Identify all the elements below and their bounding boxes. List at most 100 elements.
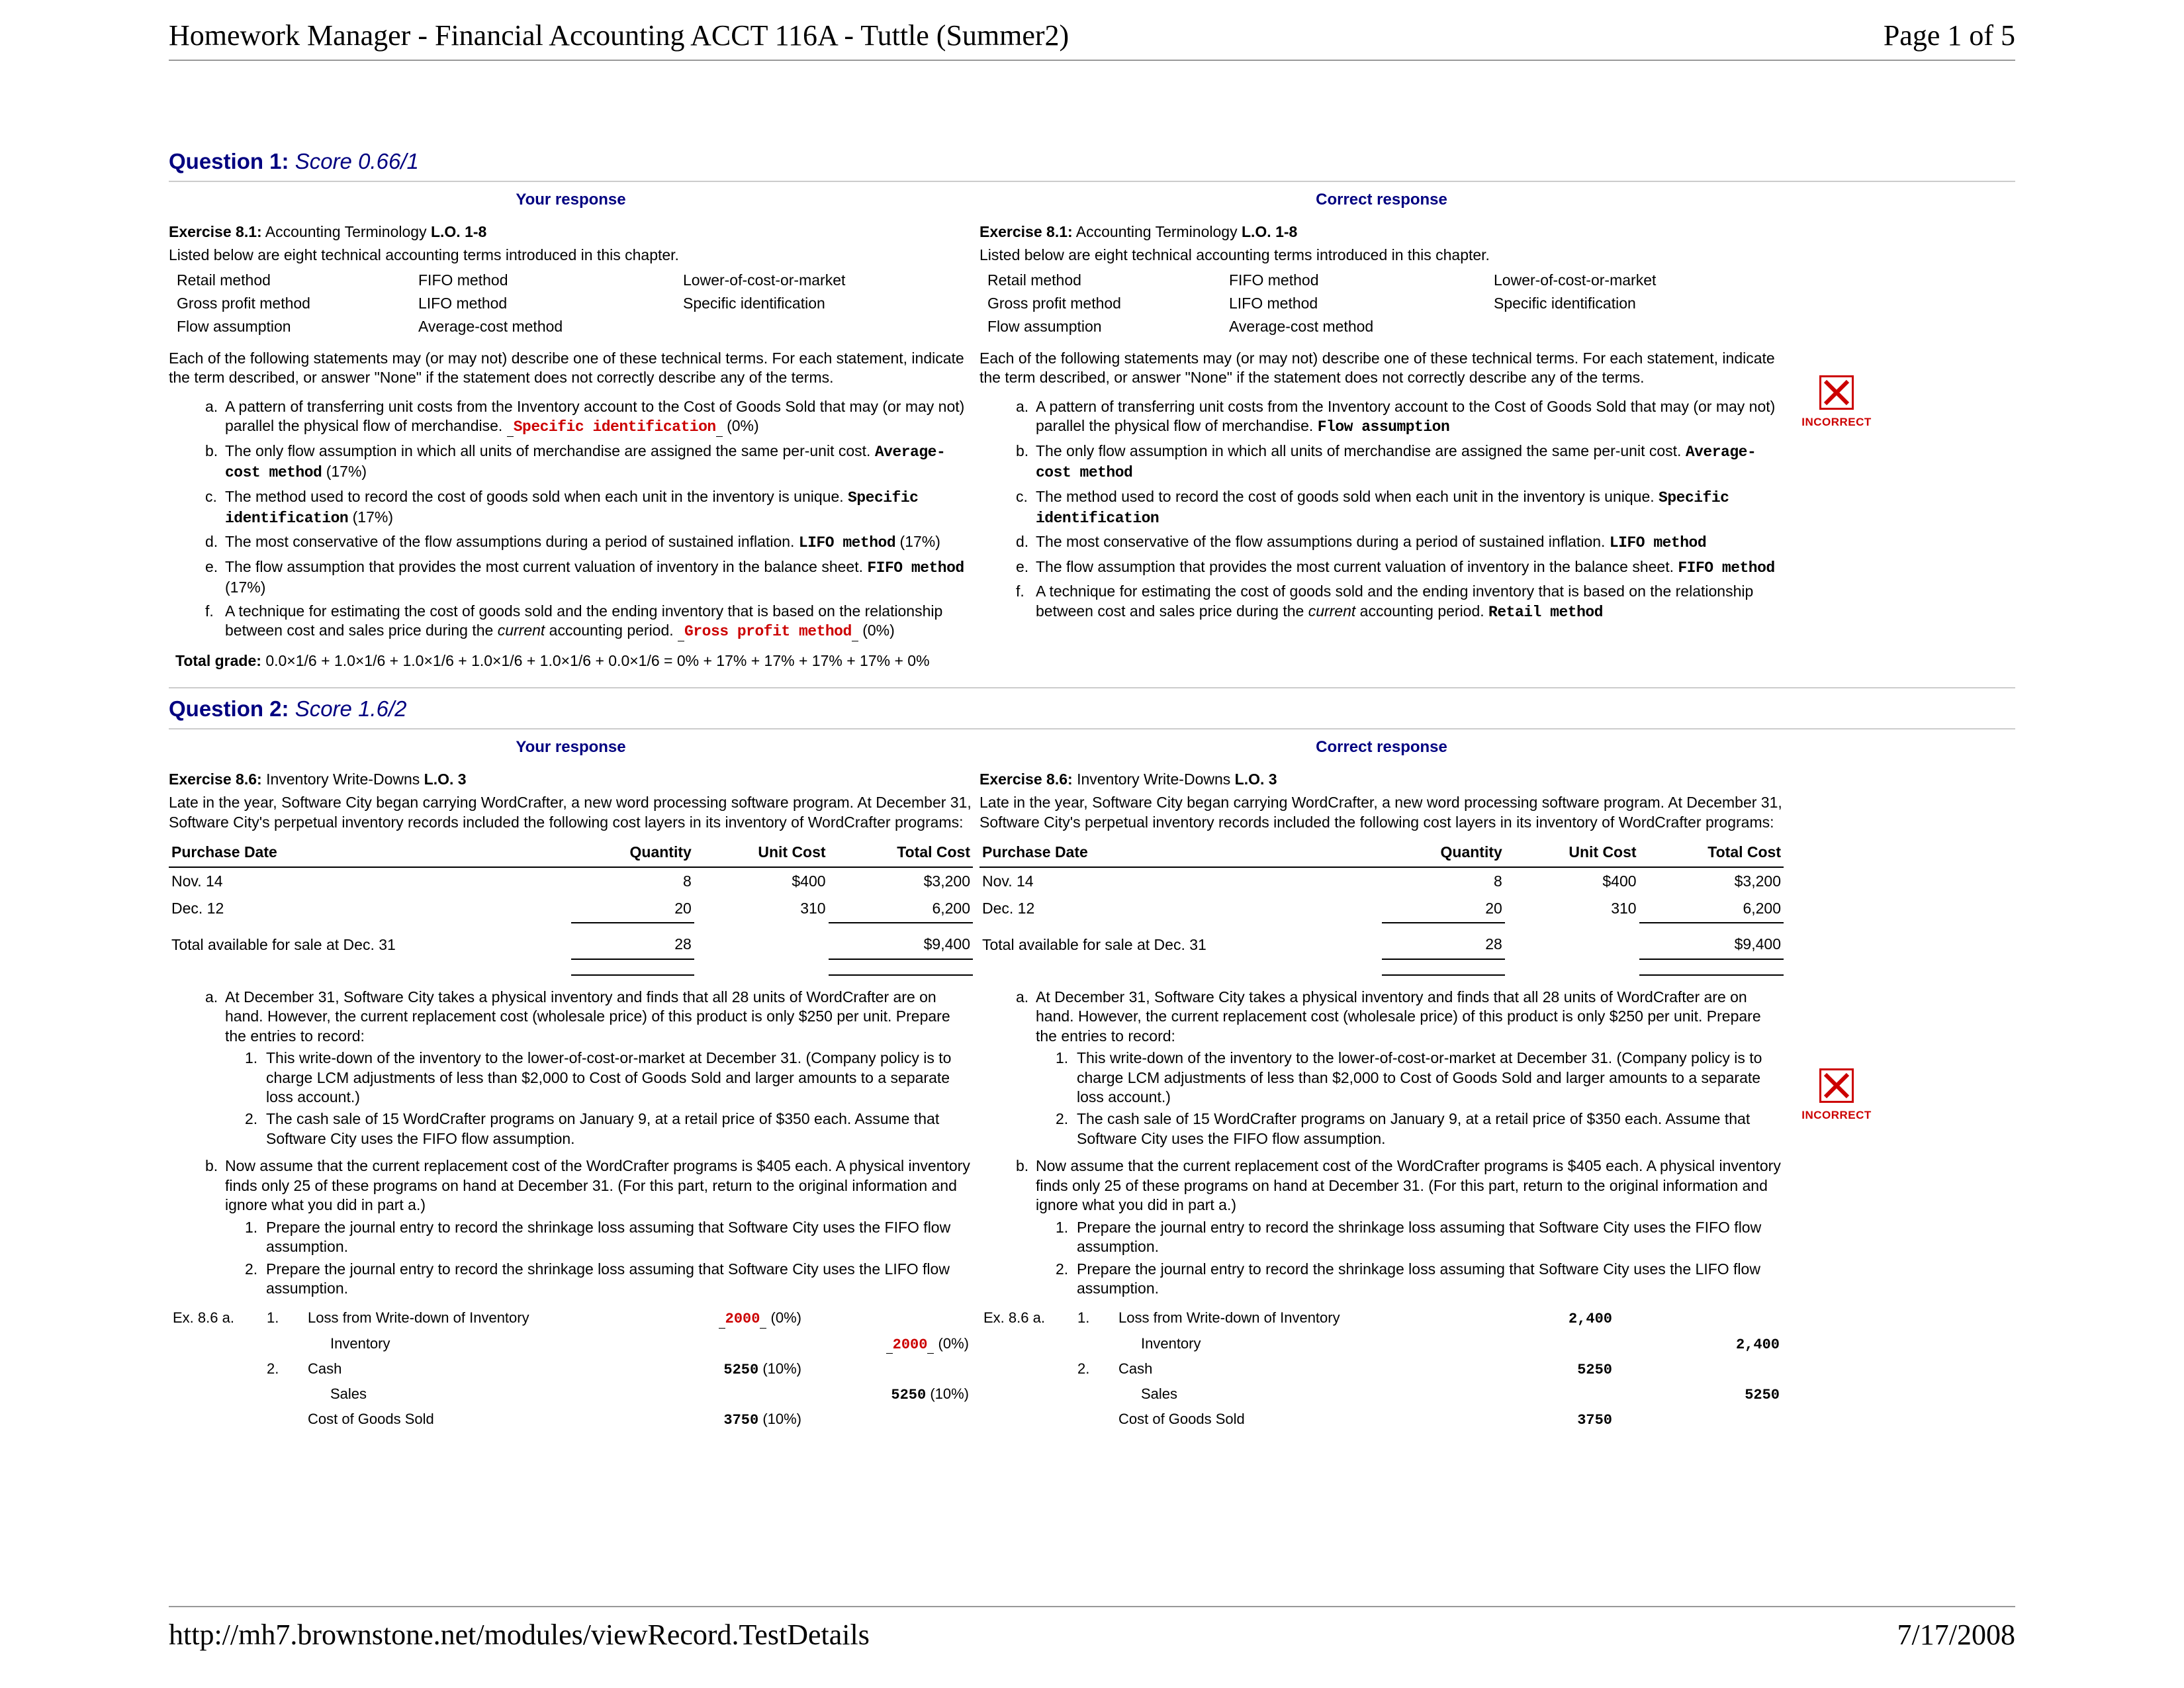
q1-total-grade: Total grade: 0.0×1/6 + 1.0×1/6 + 1.0×1/6… xyxy=(175,651,973,671)
stmt-text: The method used to record the cost of go… xyxy=(225,487,973,529)
page-footer: http://mh7.brownstone.net/modules/viewRe… xyxy=(169,1618,2015,1652)
je-line-num xyxy=(1073,1382,1115,1407)
footer-rule xyxy=(169,1606,2015,1607)
sub-part-item: 2.The cash sale of 15 WordCrafter progra… xyxy=(1056,1109,1784,1149)
q2-parts-your: a.At December 31, Software City takes a … xyxy=(205,988,973,1301)
sub-part-list: 1.This write-down of the inventory to th… xyxy=(245,1049,973,1149)
je-credit: 5250 xyxy=(1616,1382,1784,1407)
stmt-text: The method used to record the cost of go… xyxy=(1036,487,1784,529)
q2-title-text: Question 2: xyxy=(169,696,289,721)
term-cell: Average-cost method xyxy=(418,317,683,336)
je-account: Inventory xyxy=(1115,1332,1489,1357)
q2-intro: Late in the year, Software City began ca… xyxy=(169,793,973,832)
question-1: Question 1: Score 0.66/1 Your response E… xyxy=(169,149,2015,671)
statement-item: d.The most conservative of the flow assu… xyxy=(205,532,973,553)
q1-exercise-title-c: Exercise 8.1: Accounting Terminology L.O… xyxy=(979,222,1784,242)
q1-score: Score 0.66/1 xyxy=(295,149,419,173)
stmt-label: d. xyxy=(1016,532,1036,553)
your-response-label: Your response xyxy=(169,737,973,758)
ex-lo: L.O. 1-8 xyxy=(1242,223,1297,240)
q1-term-grid: Retail methodFIFO methodLower-of-cost-or… xyxy=(177,271,973,337)
je-ex-label xyxy=(979,1382,1073,1407)
footer-url: http://mh7.brownstone.net/modules/viewRe… xyxy=(169,1618,870,1652)
je-account: Inventory xyxy=(304,1332,678,1357)
stmt-label: b. xyxy=(1016,442,1036,483)
je-row: 2.Cash5250 xyxy=(979,1357,1784,1382)
je-row: Sales5250 xyxy=(979,1382,1784,1407)
stmt-label: e. xyxy=(1016,557,1036,578)
term-cell xyxy=(683,317,948,336)
statement-item: f.A technique for estimating the cost of… xyxy=(1016,582,1784,622)
stmt-label: d. xyxy=(205,532,225,553)
statement-item: b.The only flow assumption in which all … xyxy=(1016,442,1784,483)
sub-part-label: 1. xyxy=(245,1049,266,1107)
q1-instructions-c: Each of the following statements may (or… xyxy=(979,349,1784,388)
q1-intro-c: Listed below are eight technical account… xyxy=(979,246,1784,265)
sub-part-text: Prepare the journal entry to record the … xyxy=(1077,1260,1784,1299)
je-account: Cost of Goods Sold xyxy=(304,1407,678,1432)
q2-exercise-title: Exercise 8.6: Inventory Write-Downs L.O.… xyxy=(169,770,973,789)
statement-item: f.A technique for estimating the cost of… xyxy=(205,602,973,642)
je-account: Cost of Goods Sold xyxy=(1115,1407,1489,1432)
q1-statements-correct: a.A pattern of transferring unit costs f… xyxy=(1016,397,1784,622)
table-total-row: Total available for sale at Dec. 3128$9,… xyxy=(169,931,973,959)
total-grade-label: Total grade: xyxy=(175,652,261,669)
sub-part-text: Prepare the journal entry to record the … xyxy=(266,1218,973,1257)
je-debit: 3750 xyxy=(1489,1407,1616,1432)
part-text: Now assume that the current replacement … xyxy=(1036,1156,1784,1301)
sub-part-item: 2.Prepare the journal entry to record th… xyxy=(1056,1260,1784,1299)
sub-part-label: 1. xyxy=(245,1218,266,1257)
sub-part-label: 2. xyxy=(1056,1109,1077,1149)
q2-exercise-title-c: Exercise 8.6: Inventory Write-Downs L.O.… xyxy=(979,770,1784,789)
table-total-row: Total available for sale at Dec. 3128$9,… xyxy=(979,931,1784,959)
je-line-num xyxy=(1073,1332,1115,1357)
q1-intro: Listed below are eight technical account… xyxy=(169,246,973,265)
je-ex-label xyxy=(979,1332,1073,1357)
part-item: a.At December 31, Software City takes a … xyxy=(205,988,973,1152)
term-cell: Retail method xyxy=(177,271,418,290)
your-response-label: Your response xyxy=(169,190,973,211)
statement-item: e.The flow assumption that provides the … xyxy=(205,557,973,598)
je-row: Inventory 2000 (0%) xyxy=(169,1332,973,1357)
q2-inventory-table: Purchase DateQuantityUnit CostTotal Cost… xyxy=(169,839,973,976)
sub-part-text: Prepare the journal entry to record the … xyxy=(1077,1218,1784,1257)
ex-name: Accounting Terminology xyxy=(265,223,427,240)
col-header: Quantity xyxy=(1382,839,1505,867)
je-credit: 2,400 xyxy=(1616,1332,1784,1357)
je-line-num xyxy=(263,1332,304,1357)
je-credit: 2000 (0%) xyxy=(805,1332,973,1357)
header-page: Page 1 of 5 xyxy=(1884,19,2015,52)
je-row: Ex. 8.6 a.1.Loss from Write-down of Inve… xyxy=(979,1306,1784,1331)
je-account: Loss from Write-down of Inventory xyxy=(304,1306,678,1331)
page: Homework Manager - Financial Accounting … xyxy=(0,0,2184,1688)
term-cell: Retail method xyxy=(987,271,1229,290)
je-debit: 5250 xyxy=(1489,1357,1616,1382)
stmt-text: The flow assumption that provides the mo… xyxy=(225,557,973,598)
correct-response-label: Correct response xyxy=(979,190,1784,211)
je-ex-label xyxy=(979,1357,1073,1382)
part-label: a. xyxy=(1016,988,1036,1152)
term-cell: Specific identification xyxy=(1494,294,1758,313)
ex-label: Exercise 8.1: xyxy=(169,223,262,240)
je-ex-label xyxy=(169,1357,263,1382)
je-row: Inventory 2,400 xyxy=(979,1332,1784,1357)
sub-part-item: 1.This write-down of the inventory to th… xyxy=(245,1049,973,1107)
term-cell: Lower-of-cost-or-market xyxy=(1494,271,1758,290)
col-header: Total Cost xyxy=(1639,839,1784,867)
stmt-label: f. xyxy=(205,602,225,642)
term-cell: Lower-of-cost-or-market xyxy=(683,271,948,290)
table-row: Nov. 148$400$3,200 xyxy=(169,867,973,895)
sub-part-text: The cash sale of 15 WordCrafter programs… xyxy=(266,1109,973,1149)
je-debit: 2,400 xyxy=(1489,1306,1616,1331)
q2-title: Question 2: Score 1.6/2 xyxy=(169,696,2015,722)
q1-exercise-title: Exercise 8.1: Accounting Terminology L.O… xyxy=(169,222,973,242)
part-text: Now assume that the current replacement … xyxy=(225,1156,973,1301)
term-cell: Gross profit method xyxy=(987,294,1229,313)
stmt-text: The flow assumption that provides the mo… xyxy=(1036,557,1784,578)
sub-part-item: 1.Prepare the journal entry to record th… xyxy=(245,1218,973,1257)
sub-part-item: 1.Prepare the journal entry to record th… xyxy=(1056,1218,1784,1257)
stmt-text: A pattern of transferring unit costs fro… xyxy=(1036,397,1784,438)
statement-item: e.The flow assumption that provides the … xyxy=(1016,557,1784,578)
col-header: Purchase Date xyxy=(169,839,571,867)
je-line-num: 1. xyxy=(1073,1306,1115,1331)
